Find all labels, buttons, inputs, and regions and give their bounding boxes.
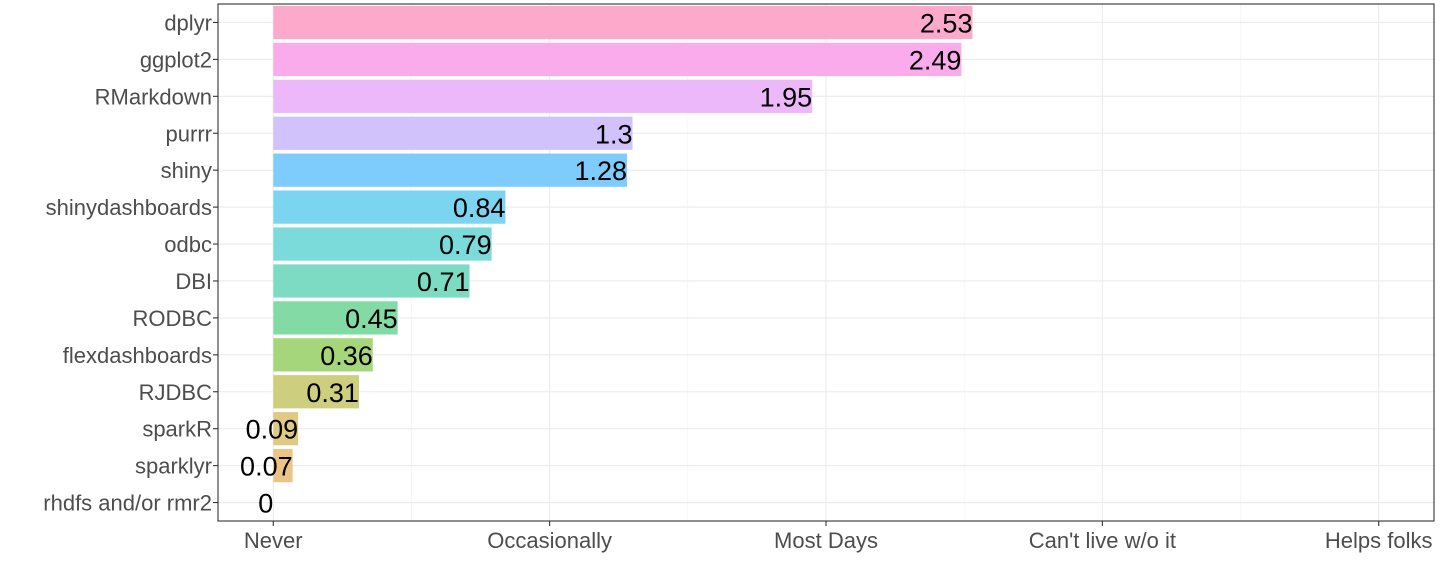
y-tick-label: shinydashboards [46, 195, 212, 220]
bar-shiny [273, 153, 628, 187]
data-label: 0.09 [246, 415, 299, 445]
data-label: 1.3 [595, 119, 633, 149]
data-label: 0 [258, 489, 273, 519]
bar-dbi [273, 264, 470, 298]
y-tick-label: sparklyr [135, 454, 212, 479]
x-tick-label: Never [244, 528, 303, 553]
y-tick-label: flexdashboards [63, 343, 212, 368]
x-tick-label: Helps folks [1325, 528, 1433, 553]
data-label: 2.53 [920, 8, 973, 38]
y-tick-label: shiny [161, 158, 212, 183]
data-label: 0.45 [345, 304, 398, 334]
bars [273, 5, 973, 483]
data-label: 0.84 [453, 193, 506, 223]
data-label: 2.49 [909, 45, 962, 75]
axes: dplyr ggplot2 RMarkdown purrr shiny shinydash… [43, 3, 1435, 553]
y-tick-label: RJDBC [139, 380, 212, 405]
x-tick-label: Most Days [774, 528, 878, 553]
bar-dplyr [273, 5, 973, 40]
y-tick-label: purrr [166, 121, 212, 146]
y-tick-label: sparkR [142, 417, 212, 442]
bar-rjdbc [273, 375, 359, 409]
y-tick-label: odbc [164, 232, 212, 257]
x-tick-label: Can't live w/o it [1029, 528, 1176, 553]
bar-shinydashboards [273, 190, 506, 224]
x-tick-label: Occasionally [487, 528, 612, 553]
data-label: 0.36 [320, 341, 373, 371]
bar-ggplot2 [273, 42, 962, 77]
data-label: 1.95 [760, 82, 813, 112]
y-tick-label: ggplot2 [140, 47, 212, 72]
data-labels: 2.53 2.49 1.95 1.3 1.28 0.84 0.79 0.71 0.45 0.36 0… [240, 8, 972, 518]
y-tick-label: RODBC [133, 306, 213, 331]
data-label: 0.07 [240, 452, 293, 482]
bar-flexdashboards [273, 338, 373, 372]
bar-odbc [273, 227, 492, 261]
y-tick-label: DBI [175, 269, 212, 294]
data-label: 0.31 [306, 378, 359, 408]
bar-purrr [273, 116, 633, 150]
data-label: 1.28 [574, 156, 627, 186]
bar-rmarkdown [273, 79, 813, 113]
y-tick-label: dplyr [164, 10, 212, 35]
bar-rodbc [273, 301, 398, 335]
data-label: 0.79 [439, 230, 492, 260]
bar-sparklyr [273, 448, 293, 483]
y-tick-label: RMarkdown [95, 84, 212, 109]
y-tick-label: rhdfs and/or rmr2 [43, 491, 212, 516]
bar-sparkr [273, 412, 299, 446]
data-label: 0.71 [417, 267, 470, 297]
